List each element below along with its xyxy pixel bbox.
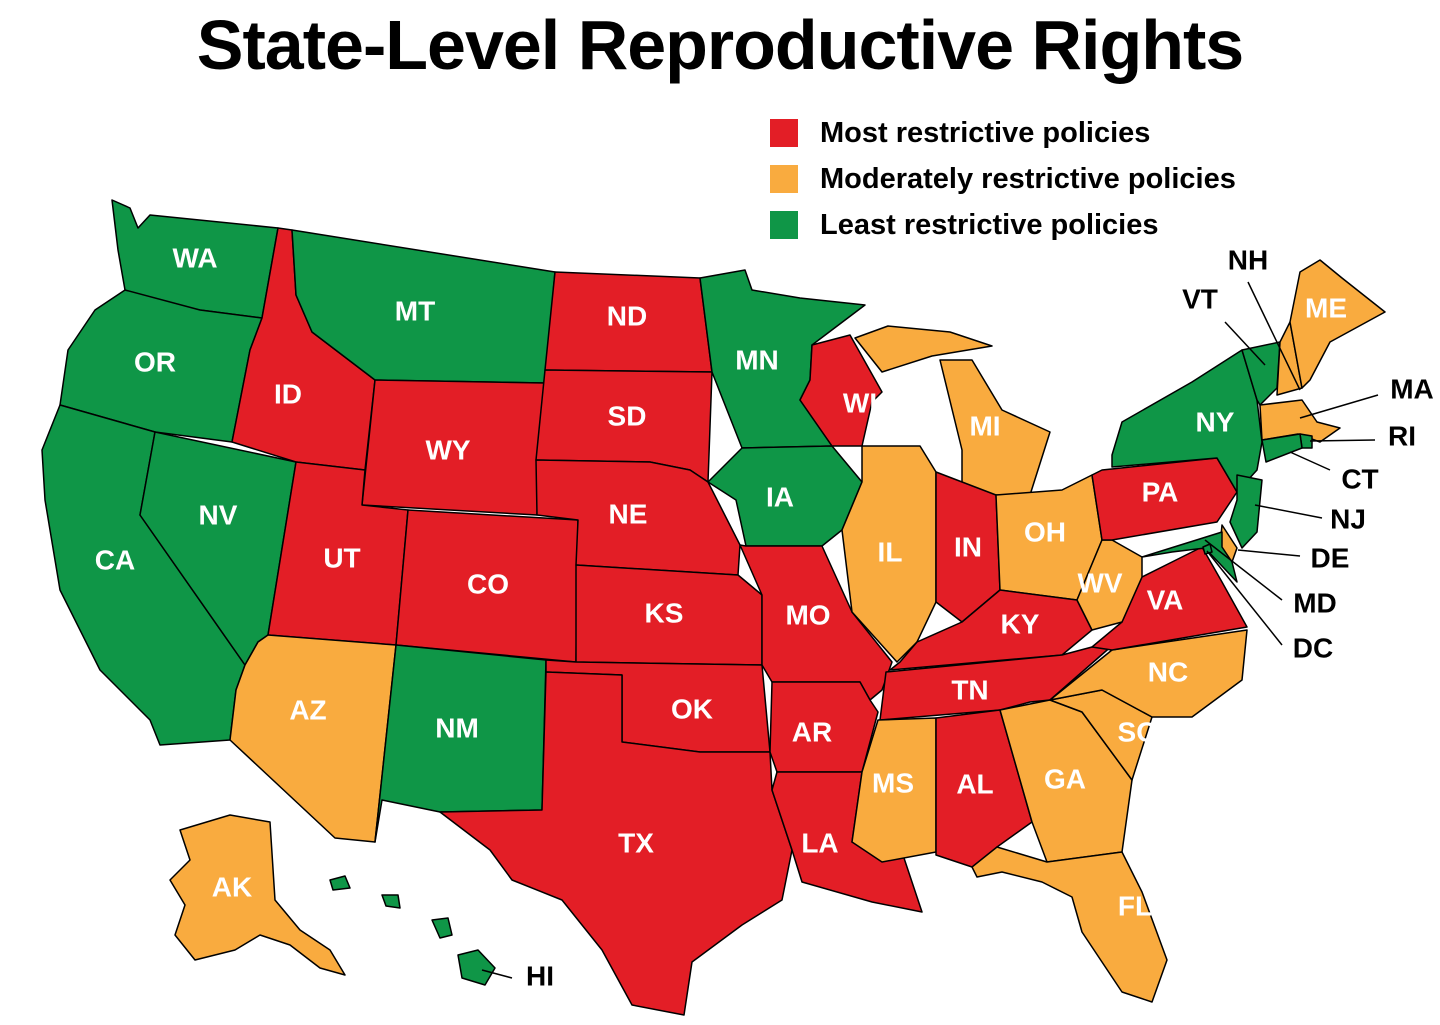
state-label-ks: KS	[645, 597, 684, 628]
legend-item-most: Most restrictive policies	[770, 110, 1236, 156]
state-ar	[769, 681, 879, 773]
state-ky	[889, 589, 1093, 671]
state-label-pa: PA	[1142, 476, 1179, 507]
state-label-nj: NJ	[1330, 503, 1366, 534]
leader-line-ri	[1309, 439, 1376, 442]
state-label-vt: VT	[1182, 283, 1218, 314]
state-mi	[854, 325, 993, 373]
state-label-ia: IA	[766, 481, 794, 512]
state-label-oh: OH	[1024, 516, 1066, 547]
state-label-ms: MS	[872, 767, 914, 798]
state-hi	[457, 949, 496, 986]
legend-label: Moderately restrictive policies	[820, 162, 1236, 195]
state-label-mo: MO	[785, 599, 830, 630]
state-label-hi: HI	[526, 960, 554, 991]
leader-line-de	[1237, 549, 1301, 557]
legend: Most restrictive policies Moderately res…	[770, 110, 1236, 248]
state-dc	[1202, 543, 1213, 555]
state-label-me: ME	[1305, 292, 1347, 323]
state-label-ca: CA	[95, 544, 135, 575]
leader-line-dc	[1206, 550, 1283, 646]
state-label-ar: AR	[792, 716, 832, 747]
state-label-sd: SD	[608, 400, 647, 431]
state-label-ny: NY	[1196, 406, 1235, 437]
state-label-ga: GA	[1044, 763, 1086, 794]
state-label-ri: RI	[1388, 420, 1416, 451]
state-label-va: VA	[1147, 584, 1184, 615]
state-label-nh: NH	[1228, 244, 1268, 275]
state-label-tn: TN	[951, 674, 988, 705]
state-label-or: OR	[134, 346, 176, 377]
state-pa	[1091, 457, 1238, 541]
leader-line-hi	[481, 969, 513, 979]
leader-line-nj	[1254, 504, 1323, 519]
state-me	[1289, 259, 1386, 389]
legend-label: Most restrictive policies	[820, 116, 1151, 149]
state-label-mn: MN	[735, 344, 779, 375]
state-label-il: IL	[878, 536, 903, 567]
state-label-nm: NM	[435, 712, 479, 743]
state-label-la: LA	[801, 827, 838, 858]
state-label-nd: ND	[607, 300, 647, 331]
state-label-sc: SC	[1118, 716, 1157, 747]
state-ne	[535, 459, 741, 576]
state-label-mt: MT	[395, 295, 435, 326]
leader-line-md	[1204, 539, 1283, 601]
state-hi	[431, 917, 453, 939]
state-label-ne: NE	[609, 498, 648, 529]
leader-line-ct	[1289, 451, 1331, 471]
state-or	[59, 289, 263, 443]
state-az	[229, 634, 397, 843]
page-title: State-Level Reproductive Rights	[196, 6, 1244, 84]
legend-item-least: Least restrictive policies	[770, 202, 1236, 248]
state-il	[841, 445, 937, 663]
state-label-mi: MI	[969, 410, 1000, 441]
state-label-de: DE	[1311, 542, 1350, 573]
state-vt	[1241, 341, 1281, 406]
state-tx	[439, 671, 793, 1016]
state-md	[1141, 531, 1238, 583]
leader-line-nh	[1247, 281, 1301, 391]
state-label-id: ID	[274, 378, 302, 409]
state-ct	[1261, 433, 1303, 463]
state-label-wi: WI	[843, 387, 877, 418]
legend-label: Least restrictive policies	[820, 208, 1159, 241]
state-label-fl: FL	[1118, 890, 1152, 921]
state-mi	[939, 359, 1051, 496]
state-label-ak: AK	[212, 871, 252, 902]
state-label-md: MD	[1293, 587, 1337, 618]
legend-swatch-moderate	[770, 165, 798, 193]
leader-line-ma	[1299, 394, 1379, 419]
state-ak	[169, 814, 346, 976]
state-label-wv: WV	[1077, 567, 1122, 598]
state-label-ut: UT	[323, 542, 360, 573]
state-label-ky: KY	[1001, 608, 1040, 639]
state-label-co: CO	[467, 568, 509, 599]
leader-line-vt	[1224, 321, 1266, 366]
state-nj	[1229, 474, 1263, 549]
state-hi	[329, 875, 351, 891]
state-label-wy: WY	[425, 434, 470, 465]
legend-swatch-most	[770, 119, 798, 147]
state-fl	[971, 846, 1168, 1003]
state-hi	[381, 894, 401, 909]
legend-swatch-least	[770, 211, 798, 239]
state-label-ma: MA	[1390, 373, 1434, 404]
state-label-nc: NC	[1148, 656, 1188, 687]
state-label-in: IN	[954, 531, 982, 562]
state-label-az: AZ	[289, 694, 326, 725]
state-label-al: AL	[956, 768, 993, 799]
state-label-nv: NV	[199, 499, 238, 530]
state-label-ok: OK	[671, 693, 713, 724]
state-label-wa: WA	[172, 242, 217, 273]
state-label-ct: CT	[1341, 463, 1378, 494]
legend-item-moderate: Moderately restrictive policies	[770, 156, 1236, 202]
state-label-dc: DC	[1293, 632, 1333, 663]
state-label-tx: TX	[618, 827, 654, 858]
